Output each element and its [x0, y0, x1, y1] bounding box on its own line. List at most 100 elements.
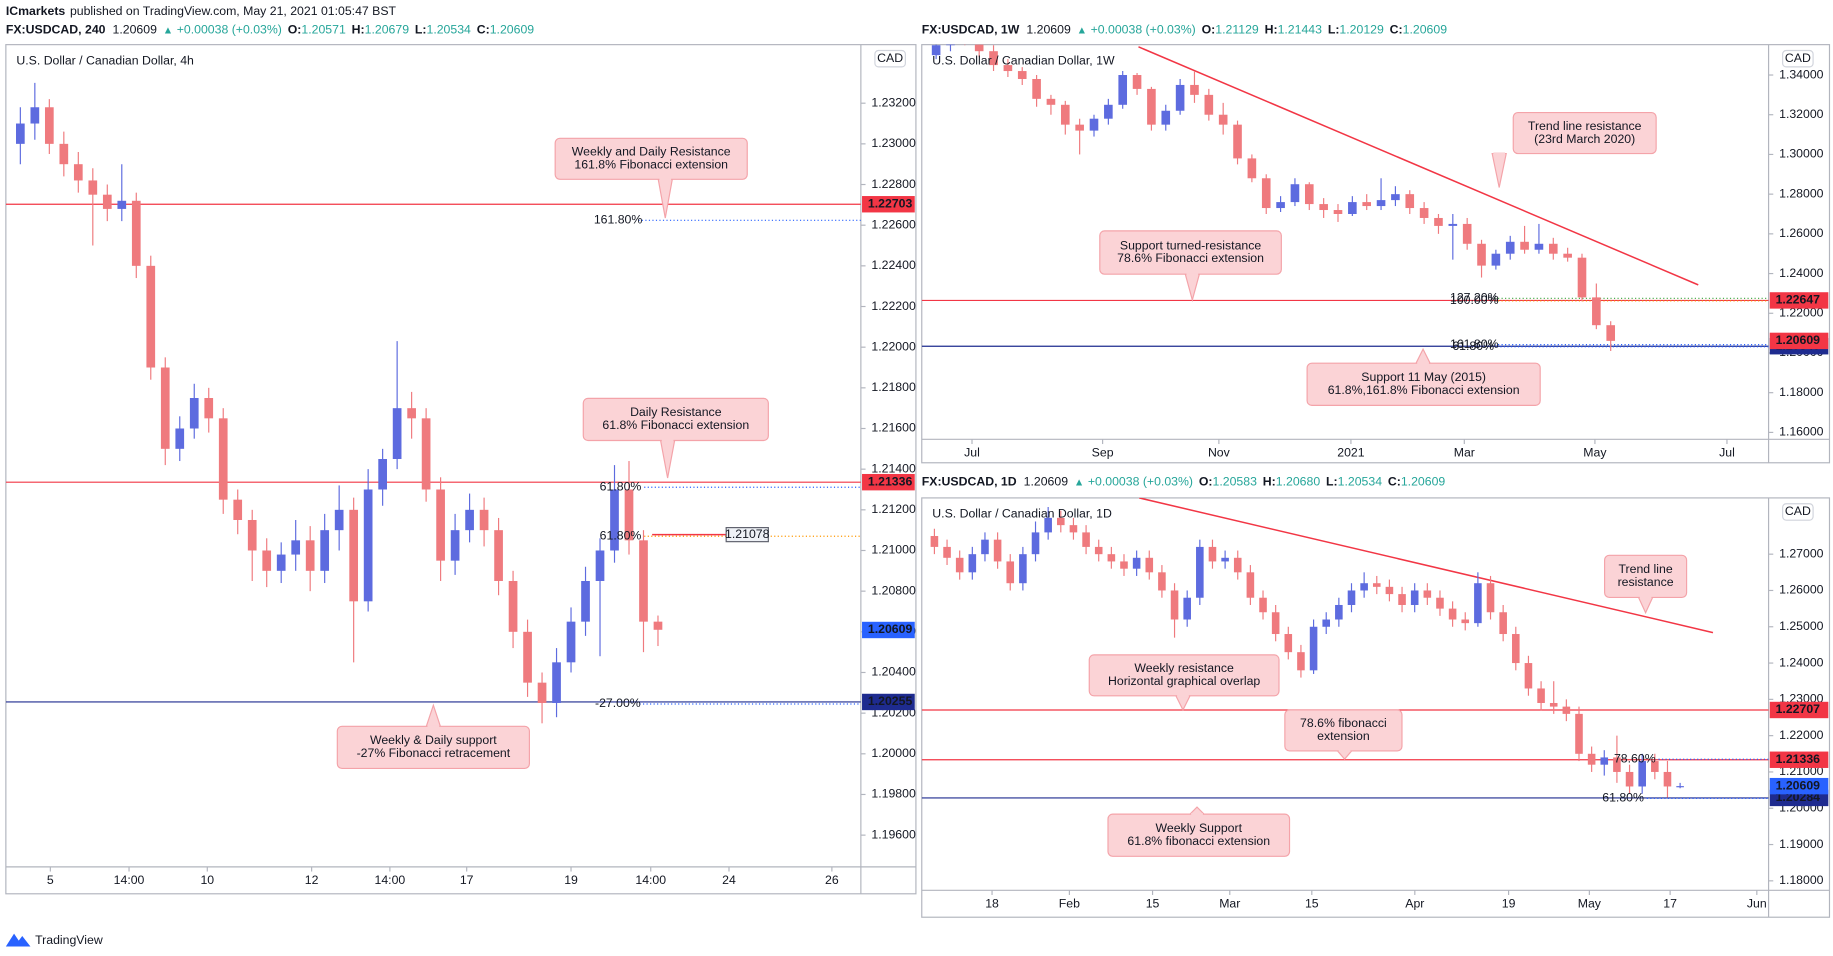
- candle-body: [653, 621, 663, 630]
- candle-body: [363, 489, 373, 602]
- candle-body: [465, 509, 474, 531]
- candle-body: [1360, 583, 1368, 591]
- candle-body: [73, 164, 83, 181]
- candle-body: [146, 265, 156, 368]
- candle-body: [1204, 94, 1214, 115]
- candle-body: [968, 554, 977, 573]
- candle-body: [1175, 84, 1185, 111]
- candle-body: [639, 540, 648, 622]
- y-tick-label: 1.34000: [1779, 67, 1824, 81]
- chart-panel: FX:USDCAD, 240 1.20609 ▲ +0.00038 (+0.03%) O…: [5, 23, 917, 895]
- fib-label: -27.00%: [595, 696, 641, 710]
- x-tick-label: Jul: [1719, 446, 1735, 460]
- ohlc-key: C:: [1390, 23, 1403, 37]
- candle-body: [1524, 663, 1533, 689]
- logo-icon: [5, 933, 31, 947]
- candle-body: [1170, 590, 1179, 620]
- candle-body: [1499, 612, 1507, 635]
- panel-frame: [921, 497, 1831, 918]
- y-tick-label: 1.19000: [1779, 837, 1824, 851]
- candle-body: [1474, 583, 1482, 624]
- candle-body: [1233, 124, 1242, 159]
- candle-body: [175, 428, 185, 449]
- callout-text: resistance: [1618, 575, 1674, 589]
- candle-body: [189, 398, 199, 429]
- candle-body: [450, 530, 460, 561]
- candle-body: [1537, 688, 1545, 703]
- candle-body: [1161, 110, 1171, 125]
- candle-body: [262, 550, 272, 571]
- level-label-box: [1769, 701, 1829, 719]
- y-tick-label: 1.28000: [1779, 186, 1824, 200]
- candle-body: [378, 458, 387, 490]
- candle-body: [552, 662, 561, 703]
- candle-body: [1319, 204, 1328, 211]
- x-tick-label: 14:00: [375, 873, 406, 887]
- ohlc-value: 1.20571: [301, 23, 346, 37]
- candle-body: [494, 530, 503, 581]
- candle-body: [931, 45, 941, 56]
- change: +0.00038 (+0.03%): [1088, 475, 1193, 489]
- x-tick-label: Apr: [1405, 897, 1424, 911]
- ohlc-key: C:: [477, 23, 490, 37]
- level-label-box: [862, 693, 915, 711]
- candle-body: [1120, 561, 1128, 569]
- y-tick-label: 1.23200: [871, 95, 916, 109]
- x-tick-label: 17: [460, 873, 474, 887]
- candle-body: [1391, 194, 1400, 201]
- candle-body: [247, 519, 257, 551]
- level-label-box: [1769, 751, 1829, 768]
- y-tick-label: 1.25000: [1779, 619, 1824, 633]
- trend-line: [1138, 46, 1699, 286]
- candle-body: [131, 200, 141, 266]
- chart-title: U.S. Dollar / Canadian Dollar, 1D: [932, 507, 1112, 521]
- y-tick-label: 1.32000: [1779, 107, 1824, 121]
- candle-body: [1376, 200, 1386, 207]
- last-price-box: [1769, 332, 1829, 350]
- ohlc-value: 1.21129: [1215, 23, 1259, 37]
- footer-logo: TradingView: [5, 933, 103, 947]
- y-tick-label: 1.22800: [871, 177, 916, 191]
- last-price-label: 1.20609: [1776, 333, 1821, 347]
- change: +0.00038 (+0.03%): [177, 23, 282, 37]
- candle-body: [993, 539, 1002, 562]
- candle-body: [1448, 608, 1457, 620]
- fib-label: 127.20%: [1450, 291, 1499, 305]
- candle-body: [160, 367, 170, 449]
- candle-body: [523, 631, 532, 683]
- candle-body: [1348, 202, 1357, 214]
- last-price-label: 1.20609: [1776, 778, 1821, 792]
- candle-body: [88, 180, 98, 195]
- candle-body: [1405, 194, 1415, 209]
- ohlc-key: L:: [415, 23, 427, 37]
- candle-body: [1132, 75, 1142, 89]
- y-tick-label: 1.22000: [871, 339, 916, 353]
- currency-box: [1782, 503, 1814, 521]
- ohlc-value: 1.20129: [1339, 23, 1384, 37]
- candle-body: [1196, 546, 1204, 598]
- callout-text: Support 11 May (2015): [1361, 370, 1486, 384]
- x-tick-label: 10: [200, 873, 214, 887]
- x-tick-label: Jul: [964, 446, 980, 460]
- candle-body: [1372, 583, 1381, 587]
- level-label: 1.21336: [868, 474, 913, 488]
- symbol: FX:USDCAD, 240: [6, 23, 106, 37]
- candle-body: [1145, 557, 1154, 573]
- candle-body: [943, 546, 951, 558]
- candle-body: [117, 200, 127, 209]
- candle-body: [30, 107, 40, 124]
- candle-body: [218, 418, 228, 500]
- x-tick-label: 5: [47, 873, 54, 887]
- y-tick-label: 1.23000: [871, 136, 916, 150]
- x-tick-label: Sep: [1092, 446, 1114, 460]
- callout-text: Weekly & Daily support: [370, 733, 497, 747]
- change-arrow: ▲: [163, 24, 173, 36]
- ohlc-key: L:: [1328, 23, 1340, 37]
- x-tick-label: 2021: [1337, 446, 1364, 460]
- candle-body: [1548, 243, 1558, 254]
- x-tick-label: 24: [722, 873, 736, 887]
- level-label: 1.22647: [1776, 293, 1821, 307]
- plot-area: [921, 44, 1769, 351]
- candle-body: [1089, 118, 1099, 131]
- ohlc-value: 1.20583: [1213, 475, 1258, 489]
